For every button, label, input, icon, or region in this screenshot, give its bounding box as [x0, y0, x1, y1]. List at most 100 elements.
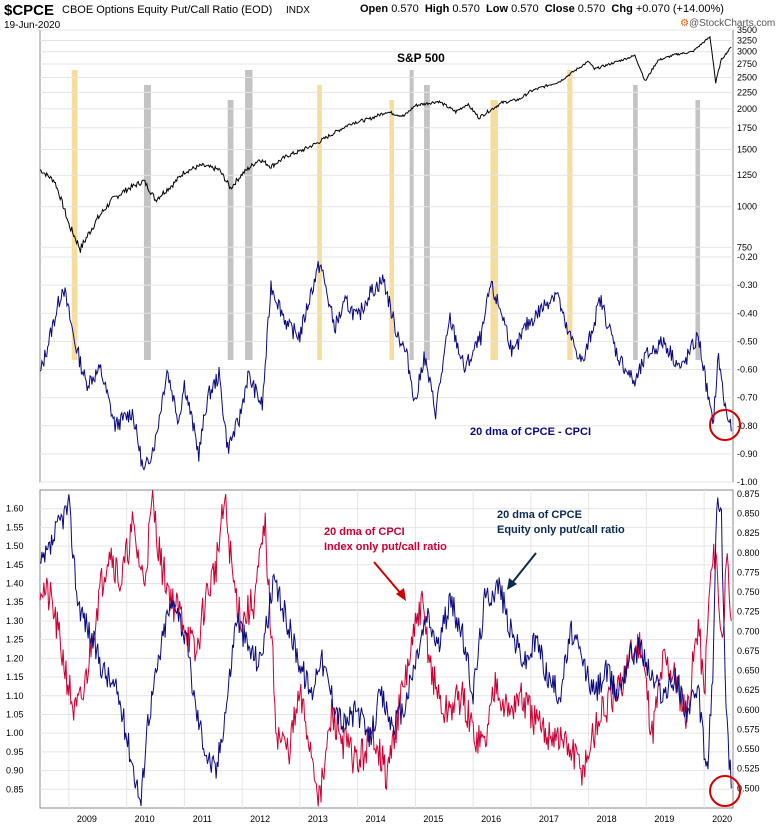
highlight-band	[71, 70, 78, 360]
diff-y-tick: -0.70	[737, 393, 758, 403]
left-y-tick: 1.50	[6, 541, 24, 551]
diff-y-tick: -0.60	[737, 365, 758, 375]
spx-y-tick: 750	[737, 242, 752, 252]
highlight-band	[424, 85, 430, 360]
symbol-title: $CPCE	[4, 2, 55, 19]
spx-y-tick: 1250	[737, 170, 757, 180]
spx-y-tick: 2500	[737, 72, 757, 82]
left-y-tick: 1.55	[6, 522, 24, 532]
diff-y-tick: -0.20	[737, 252, 758, 262]
right-y-tick: 0.800	[737, 548, 760, 558]
highlight-band	[567, 70, 573, 360]
spx-y-tick: 1000	[737, 202, 757, 212]
highlight-band	[389, 100, 395, 360]
right-y-tick: 0.500	[737, 783, 760, 793]
right-y-tick: 0.825	[737, 528, 760, 538]
spx-y-tick: 3250	[737, 35, 757, 45]
left-y-tick: 1.00	[6, 728, 24, 738]
x-tick: 2012	[250, 814, 270, 824]
right-y-tick: 0.600	[737, 705, 760, 715]
x-tick: 2009	[77, 814, 97, 824]
right-y-tick: 0.675	[737, 646, 760, 656]
cpce-line	[39, 494, 732, 807]
x-tick: 2016	[481, 814, 501, 824]
x-tick: 2020	[712, 814, 732, 824]
left-y-tick: 1.25	[6, 635, 24, 645]
spx-y-tick: 3000	[737, 47, 757, 57]
symbol-description: CBOE Options Equity Put/Call Ratio (EOD)	[62, 4, 273, 16]
cpci-annotation-title: 20 dma of CPCI	[324, 526, 405, 538]
highlight-band	[695, 100, 701, 360]
close-label: Close	[544, 3, 575, 15]
high-label: High	[424, 3, 450, 15]
cpce-arrowhead	[507, 578, 517, 590]
highlight-band	[490, 100, 498, 360]
spx-title: S&P 500	[397, 51, 445, 65]
chg-label: Chg	[611, 3, 633, 15]
spx-y-tick: 2750	[737, 59, 757, 69]
date-label: 19-Jun-2020	[4, 20, 61, 31]
high-value: 0.570	[452, 3, 480, 15]
stockcharts-logo-icon: ⚙@StockCharts.com	[680, 18, 776, 29]
left-y-tick: 0.85	[6, 784, 24, 794]
x-tick: 2019	[654, 814, 674, 824]
open-value: 0.570	[391, 3, 419, 15]
left-y-tick: 1.05	[6, 709, 24, 719]
brand-label: @StockCharts.com	[688, 18, 776, 29]
open-label: Open	[360, 3, 389, 15]
x-tick: 2013	[308, 814, 328, 824]
left-y-tick: 1.35	[6, 597, 24, 607]
right-y-tick: 0.625	[737, 685, 760, 695]
x-tick: 2017	[539, 814, 559, 824]
highlight-band	[633, 85, 638, 360]
low-label: Low	[486, 3, 509, 15]
right-y-tick: 0.725	[737, 607, 760, 617]
diff-y-tick: -0.50	[737, 336, 758, 346]
right-y-tick: 0.650	[737, 666, 760, 676]
right-y-tick: 0.750	[737, 587, 760, 597]
highlight-band	[317, 85, 322, 360]
cpce-annotation-subtitle: Equity only put/call ratio	[497, 524, 625, 536]
spx-y-tick: 1750	[737, 123, 757, 133]
highlight-band	[227, 100, 234, 360]
highlight-band	[245, 70, 253, 360]
left-y-tick: 0.95	[6, 747, 24, 757]
diff-y-tick: -0.30	[737, 280, 758, 290]
left-y-tick: 1.45	[6, 560, 24, 570]
diff-y-tick: -1.00	[737, 477, 758, 487]
highlight-band	[143, 85, 151, 360]
bottom-panel-frame	[39, 489, 734, 809]
highlight-circle	[709, 409, 741, 441]
cpce-arrow	[511, 552, 537, 584]
highlight-circle	[709, 775, 741, 807]
left-y-tick: 1.15	[6, 672, 24, 682]
left-y-tick: 0.90	[6, 766, 24, 776]
chg-value: +0.070 (+14.00%)	[635, 3, 724, 15]
cpci-arrow	[373, 561, 403, 596]
cpci-annotation-subtitle: Index only put/call ratio	[324, 541, 447, 553]
x-tick: 2010	[135, 814, 155, 824]
right-y-tick: 0.700	[737, 626, 760, 636]
spx-y-tick: 3500	[737, 25, 757, 35]
exchange-label: INDX	[286, 5, 310, 16]
highlight-band	[409, 70, 414, 360]
x-tick: 2015	[423, 814, 443, 824]
right-y-tick: 0.550	[737, 744, 760, 754]
spx-y-tick: 2250	[737, 87, 757, 97]
x-tick: 2018	[597, 814, 617, 824]
spx-line	[39, 35, 732, 253]
left-y-tick: 1.40	[6, 579, 24, 589]
right-y-tick: 0.775	[737, 567, 760, 577]
left-y-tick: 1.30	[6, 616, 24, 626]
right-y-tick: 0.875	[737, 489, 760, 499]
x-tick: 2014	[366, 814, 386, 824]
diff-line	[39, 261, 732, 471]
diff-y-tick: -0.90	[737, 449, 758, 459]
right-y-tick: 0.525	[737, 764, 760, 774]
left-y-tick: 1.60	[6, 504, 24, 514]
diff-title: 20 dma of CPCE - CPCI	[470, 426, 591, 438]
cpci-arrowhead	[396, 588, 406, 601]
right-y-tick: 0.850	[737, 509, 760, 519]
spx-y-tick: 1500	[737, 145, 757, 155]
